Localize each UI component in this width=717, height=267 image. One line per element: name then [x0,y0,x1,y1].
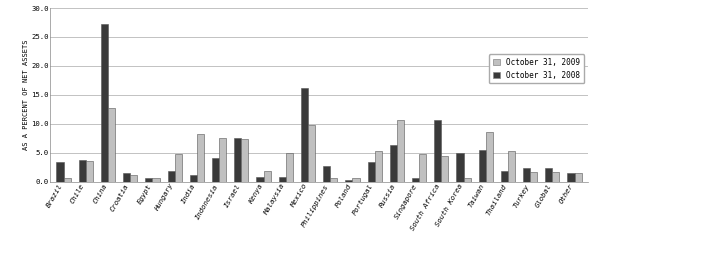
Bar [457,153,463,182]
Bar [79,160,86,182]
Bar [397,120,404,182]
Bar [545,168,552,182]
Bar [146,178,153,182]
Bar [435,120,441,182]
Bar [101,24,108,182]
Y-axis label: AS A PERCENT OF NET ASSETS: AS A PERCENT OF NET ASSETS [22,40,29,150]
Legend: October 31, 2009, October 31, 2008: October 31, 2009, October 31, 2008 [489,54,584,84]
Bar [346,180,352,182]
Bar [501,171,508,182]
Bar [108,108,115,182]
Bar [419,154,426,182]
Bar [286,153,293,182]
Bar [479,150,485,182]
Bar [264,171,270,182]
Bar [168,171,175,182]
Bar [574,173,581,182]
Bar [219,138,226,182]
Bar [190,175,197,182]
Bar [441,156,448,182]
Bar [308,125,315,182]
Bar [412,178,419,182]
Bar [64,178,71,182]
Bar [330,178,337,182]
Bar [368,162,374,182]
Bar [390,144,397,182]
Bar [530,172,537,182]
Bar [123,173,130,182]
Bar [257,177,264,182]
Bar [567,174,574,182]
Bar [234,138,242,182]
Bar [508,151,515,182]
Bar [374,151,381,182]
Bar [86,161,93,182]
Bar [197,134,204,182]
Bar [153,178,159,182]
Bar [523,168,530,182]
Bar [130,175,137,182]
Bar [175,154,181,182]
Bar [242,139,248,182]
Bar [279,177,286,182]
Bar [552,172,559,182]
Bar [323,166,330,182]
Bar [485,132,493,182]
Bar [301,88,308,182]
Bar [352,178,359,182]
Bar [212,158,219,182]
Bar [57,162,64,182]
Bar [463,178,470,182]
